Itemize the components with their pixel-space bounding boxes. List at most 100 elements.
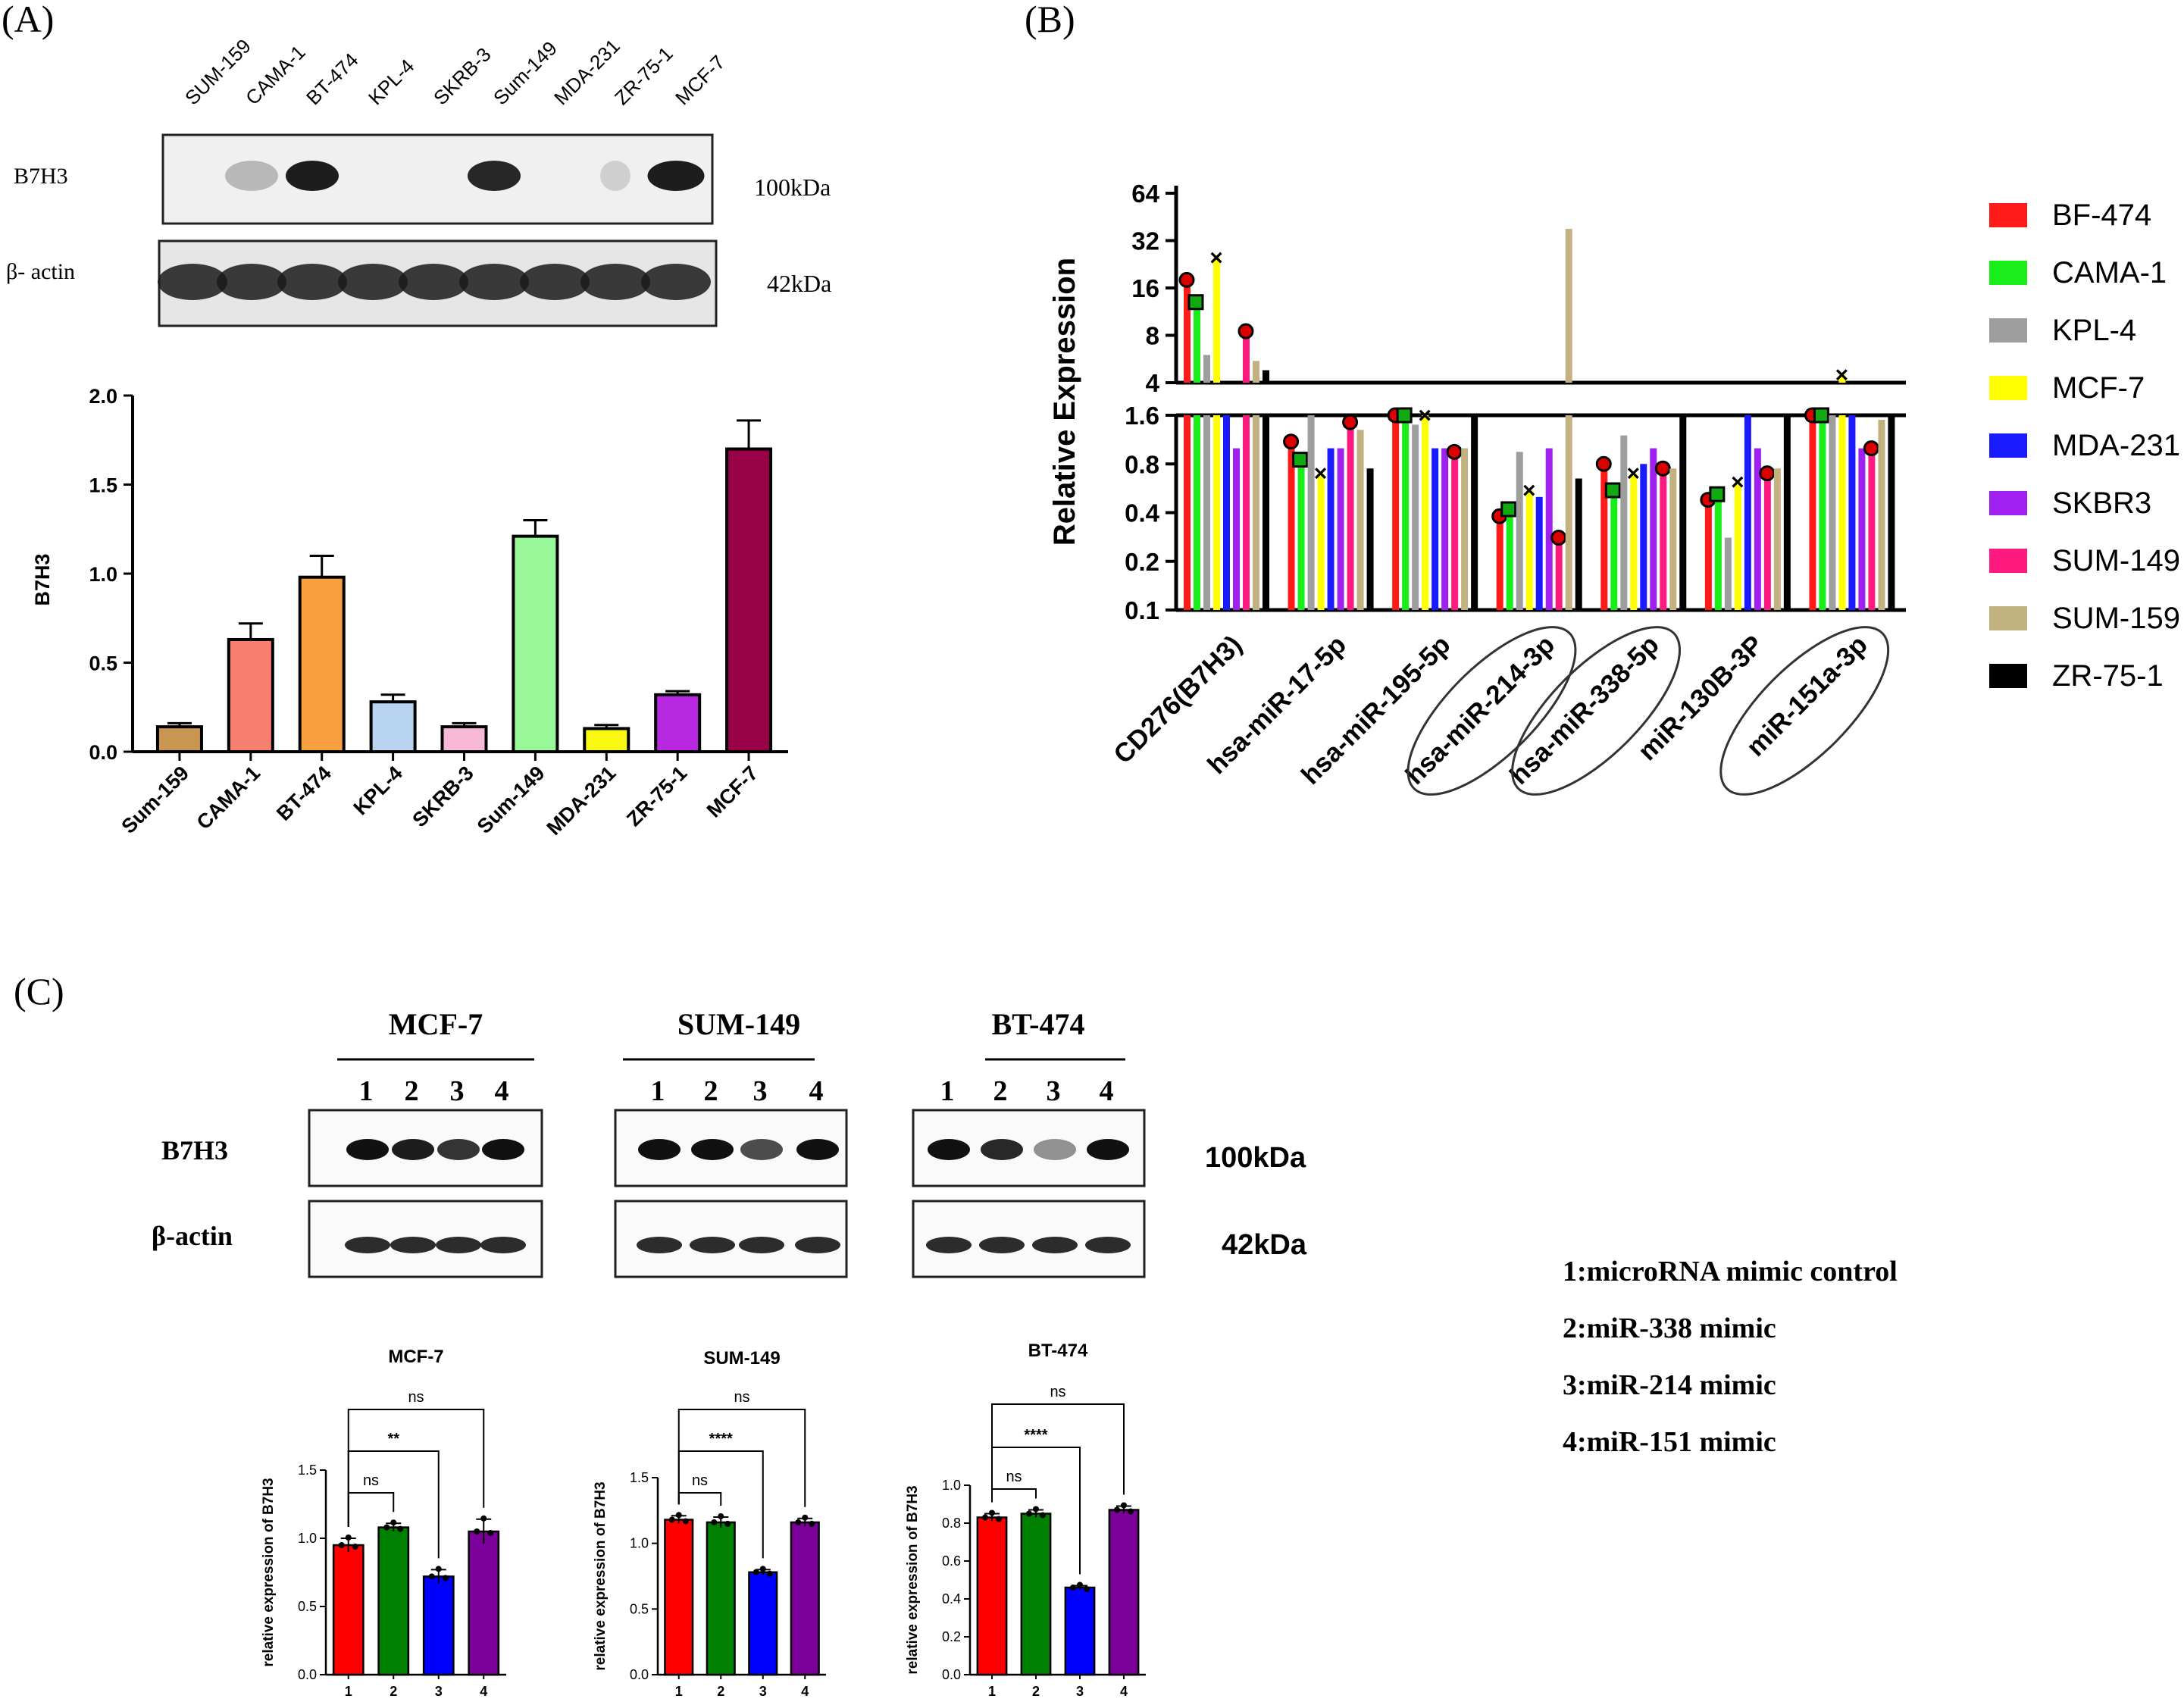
bar-lower-part [1888,415,1895,610]
y-tick-label: 0.0 [942,1667,961,1682]
blot-lane-label: SKRB-3 [429,43,496,110]
blot-lane-number: 1 [651,1075,665,1107]
bar-lower-part [1253,415,1259,610]
legend-label: MDA-231 [2052,429,2180,462]
x-tick-label: CAMA-1 [192,762,264,834]
bar [1630,473,1638,610]
significance-label: **** [709,1431,733,1447]
x-tick-label: 2 [1032,1684,1040,1699]
panel-b-legend: BF-474 CAMA-1 KPL-4 MCF-7 MDA-231 SKBR3 SUM-14… [1989,199,2180,693]
b7h3-band [286,161,339,191]
blot-lane-number: 2 [405,1075,419,1107]
data-point [1114,1506,1120,1513]
data-point [675,1512,682,1519]
x-tick-label: KPL-4 [349,762,406,819]
bar [976,1516,1008,1676]
panel-c-chart-sum149: SUM-149 0.0 0.5 1.0 1.5 relative expression o… [593,1348,826,1699]
x-tick-label: Sum-159 [117,762,193,838]
b7h3-band [796,1139,839,1160]
significance-label: ns [363,1472,379,1489]
b7h3-blot-strip [161,133,714,225]
data-point [428,1573,435,1580]
legend-label: SKBR3 [2052,486,2151,520]
bar [1461,448,1469,610]
bar-lower-part [1213,415,1220,610]
panel-c-chart-bt474: BT-474 0.0 0.2 0.4 0.6 0.8 1.0 relative express… [905,1341,1146,1699]
data-point [718,1513,724,1519]
bar [1366,468,1374,610]
bar-upper-part [1838,374,1846,383]
blot-group-title: MCF-7 [389,1007,483,1041]
significance-label: ns [1006,1469,1022,1485]
bar [1868,448,1876,610]
bar [1650,448,1657,610]
y-tick-label: 64 [1131,180,1159,208]
y-tick-label: 0.6 [942,1553,961,1569]
y-axis-label: relative expression of B7H3 [905,1485,921,1674]
y-tick-label: 0.4 [942,1591,961,1606]
y-tick-label: 0.4 [1125,499,1160,527]
bar [1516,452,1523,610]
bar-lower-part [1565,415,1572,610]
bar [1402,415,1410,610]
bar [1819,415,1826,610]
bar [1754,448,1761,610]
bar-upper-part [1194,302,1200,383]
y-tick-label: 1.5 [630,1470,649,1485]
data-point [1026,1510,1032,1517]
data-marker-circle [1863,440,1879,457]
bar-lower-part [1184,415,1191,610]
y-axis-label: Relative Expression [1048,258,1081,546]
bar [1734,481,1741,610]
c-row-label-beta-actin: β-actin [152,1221,233,1251]
b7h3-band [1087,1139,1129,1160]
y-tick-label: 1.0 [298,1531,317,1546]
actin-band [217,264,286,300]
bar-lower-part [1263,415,1269,610]
x-tick-label: 1 [345,1684,352,1699]
data-point [474,1528,480,1534]
b7h3-band [437,1139,480,1160]
blot-lane-number: 2 [993,1075,1008,1107]
c-kda-label-42: 42kDa [1222,1229,1307,1261]
data-point [345,1534,352,1541]
data-point [1128,1508,1134,1515]
chart-title: BT-474 [1028,1341,1088,1361]
x-tick-label: 1 [988,1684,996,1699]
y-tick-label: 16 [1131,274,1159,302]
significance-label: ns [1050,1384,1065,1400]
bar [706,1521,736,1676]
blot-lane-number: 2 [704,1075,718,1107]
key-item-4: 4:miR-151 mimic [1563,1426,1776,1458]
bar [1441,448,1449,610]
bar [1108,1509,1140,1676]
data-marker-square [1500,501,1517,518]
c-kda-label-100: 100kDa [1205,1142,1306,1174]
actin-band [338,264,408,300]
b7h3-band [740,1139,783,1160]
bar [1064,1586,1096,1676]
bar [1640,464,1647,610]
blot-lane-label: MCF-7 [671,51,729,109]
highlight-ellipse [1406,626,1577,796]
b7h3-band [647,161,705,191]
data-point [383,1524,390,1531]
bar [512,534,559,754]
bar [1714,494,1722,610]
x-tick-label: BT-474 [272,762,336,825]
legend-swatch [1989,376,2027,400]
bar [1356,430,1364,610]
significance-bracket [347,1409,485,1527]
y-tick-label: 1.0 [942,1478,961,1493]
bar-upper-part [1213,257,1220,383]
actin-band [580,264,650,300]
data-marker-star: × [1418,403,1431,428]
bar [1506,508,1513,610]
blot-group-title: SUM-149 [677,1007,800,1041]
bar-lower-part [1194,415,1200,610]
data-marker-circle [1550,530,1567,546]
bar-upper-part [1243,331,1250,383]
x-tick-label: 1 [675,1684,683,1699]
legend-swatch [1989,606,2027,630]
blot-group-title: BT-474 [991,1007,1084,1041]
